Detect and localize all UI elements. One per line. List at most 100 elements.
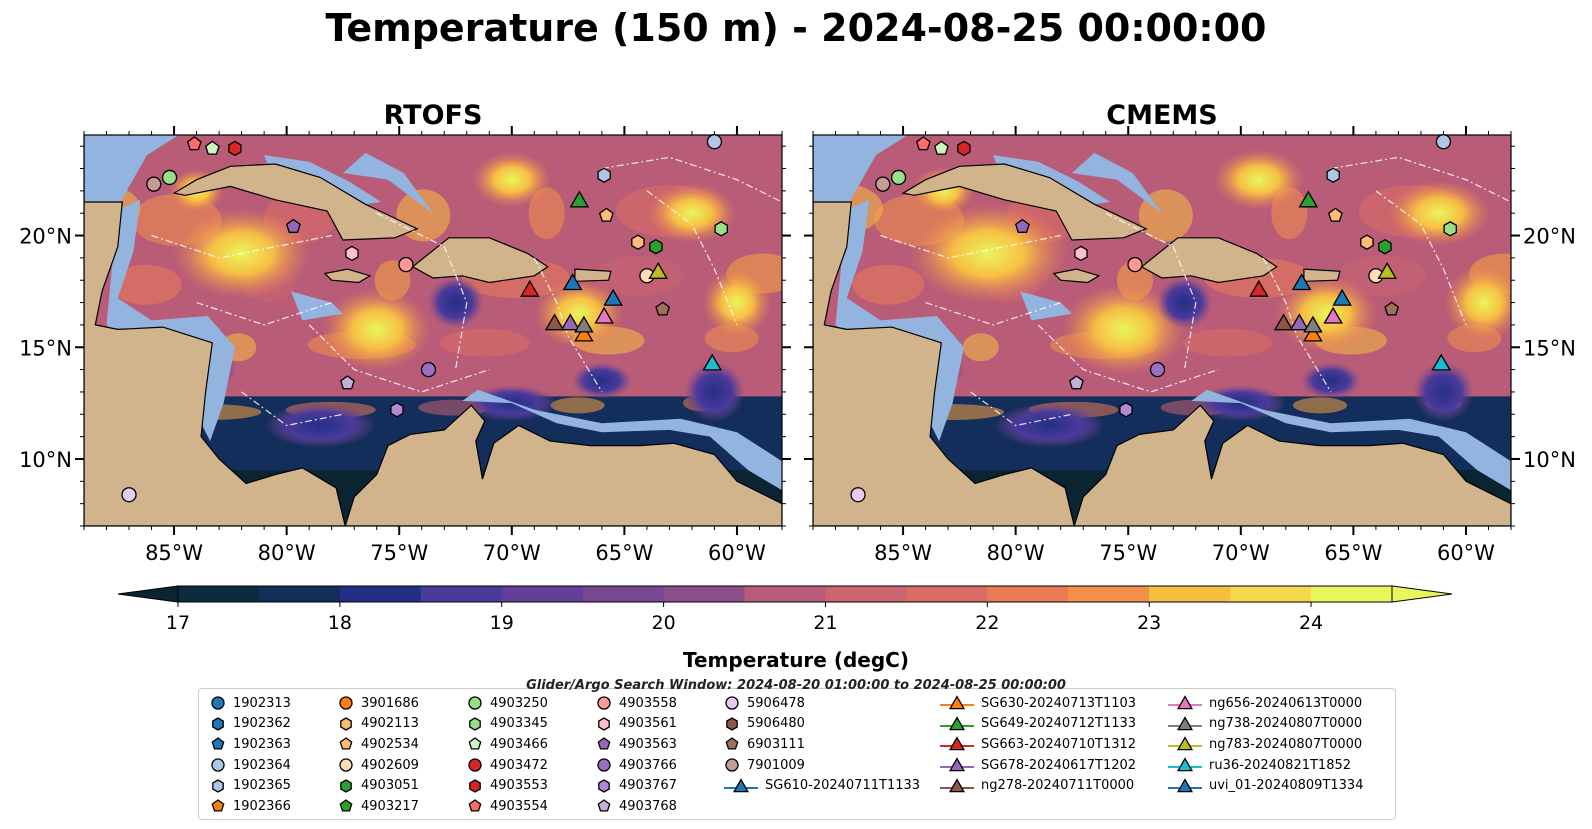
- legend-marker: [598, 778, 610, 793]
- platform-marker: [649, 238, 663, 255]
- x-tick-label: 60°W: [1437, 541, 1495, 565]
- legend-marker: [725, 737, 739, 751]
- legend-symbol: [468, 696, 482, 710]
- platform-marker: [1273, 313, 1294, 331]
- legend-marker: [940, 736, 974, 751]
- legend-symbol: [948, 777, 966, 792]
- legend-symbol: [340, 717, 352, 731]
- platform-marker: [1127, 256, 1143, 273]
- legend-marker: [211, 758, 225, 772]
- legend-symbol: [726, 717, 738, 731]
- legend-symbol: [468, 799, 482, 812]
- field-warm-core: [1060, 283, 1187, 376]
- colorbar-bin: [744, 586, 826, 602]
- colorbar-bin: [258, 586, 341, 602]
- colorbar-bin: [178, 586, 260, 602]
- field-cool-core: [994, 403, 1105, 448]
- legend-item: ng656-20240613T0000: [1167, 693, 1363, 714]
- field-cool-core: [1413, 361, 1474, 422]
- x-tick-label: 65°W: [1324, 541, 1382, 565]
- legend-item: ng278-20240711T0000: [939, 775, 1136, 796]
- legend-marker: [468, 758, 482, 772]
- y-tick-label: 15°N: [1523, 336, 1576, 360]
- legend-symbol: [211, 737, 225, 751]
- eez-boundary: [646, 190, 738, 326]
- platform-marker: [345, 245, 359, 262]
- x-tick-label: 70°W: [1212, 541, 1270, 565]
- platform-marker: [560, 313, 581, 331]
- field-cool-core: [1300, 362, 1361, 399]
- platform-marker: [544, 313, 565, 331]
- legend-item: 4903345: [466, 714, 548, 735]
- legend-symbol: [211, 799, 225, 812]
- legend-label: 4903345: [490, 716, 548, 732]
- legend-item: 4902609: [337, 755, 419, 776]
- field-eddy: [852, 264, 925, 305]
- map-panel-rtofs: [84, 135, 782, 526]
- legend-marker: [469, 778, 481, 793]
- legend-label: 1902365: [233, 778, 291, 794]
- legend-marker: [340, 717, 352, 731]
- panel-title-cmems: CMEMS: [1106, 100, 1218, 131]
- legend-label: 6903111: [747, 736, 805, 752]
- legend-marker: [212, 717, 224, 731]
- platform-marker: [228, 140, 242, 157]
- legend-label: 1902363: [233, 736, 291, 752]
- legend-marker: [940, 757, 974, 772]
- eez-boundary: [601, 156, 782, 203]
- platform-marker: [957, 140, 971, 157]
- shelf-area: [342, 152, 433, 214]
- colorbar-bin: [906, 586, 988, 602]
- field-cool-core: [427, 276, 484, 329]
- legend-item: uvi_01-20240809T1334: [1167, 775, 1363, 796]
- platform-marker: [574, 324, 594, 342]
- platform-marker: [1435, 134, 1452, 150]
- legend-item: 4903553: [466, 775, 548, 796]
- platform-marker: [714, 221, 728, 237]
- legend-symbol: [948, 757, 966, 772]
- legend-label: 4903250: [490, 695, 548, 711]
- colorbar-bin: [582, 586, 665, 602]
- legend-marker: [597, 696, 611, 710]
- eez-boundary: [151, 234, 332, 259]
- y-tick-label: 20°N: [1523, 225, 1576, 249]
- shelf-area: [1071, 152, 1162, 214]
- legend-marker: [597, 737, 611, 751]
- platform-marker: [569, 190, 590, 208]
- land-area: [1052, 268, 1101, 284]
- legend-label: 4903466: [490, 736, 548, 752]
- land-area: [1303, 268, 1341, 282]
- eez-boundary: [308, 324, 490, 393]
- colorbar: 17 18 19 20 21 22 23 24: [117, 585, 1453, 634]
- field-warm-core: [1443, 264, 1511, 342]
- legend-symbol: [1176, 736, 1194, 751]
- legend-marker: [468, 737, 482, 751]
- x-tick-label: 75°W: [1099, 541, 1157, 565]
- platform-marker: [648, 261, 668, 279]
- platform-marker: [1069, 375, 1084, 390]
- legend-marker: [339, 696, 353, 710]
- legend-item: SG649-20240712T1133: [939, 714, 1136, 735]
- legend-label: 1902362: [233, 716, 291, 732]
- field-cool-core: [571, 362, 632, 399]
- platform-marker: [598, 207, 614, 222]
- legend-label: 1902313: [233, 695, 291, 711]
- legend-marker: [940, 695, 974, 710]
- legend-label: 3901686: [361, 695, 419, 711]
- colorbar-tick-label: 18: [328, 612, 352, 634]
- legend-column: 4903250 4903345 4903466 4903472 4903553 49035…: [466, 693, 548, 817]
- legend-item: 3901686: [337, 693, 419, 714]
- platform-marker: [594, 306, 614, 324]
- x-tick-label: 85°W: [145, 541, 203, 565]
- y-tick-label: 10°N: [1523, 448, 1576, 472]
- platform-marker: [1378, 238, 1392, 255]
- legend-marker: [468, 696, 482, 710]
- legend-symbol: [469, 717, 481, 731]
- land-area: [84, 135, 346, 526]
- platform-marker: [1298, 190, 1319, 208]
- colorbar-tick-label: 22: [975, 612, 999, 634]
- legend-marker: [1168, 757, 1202, 772]
- legend-item: 4903217: [337, 796, 419, 817]
- platform-marker: [597, 167, 611, 183]
